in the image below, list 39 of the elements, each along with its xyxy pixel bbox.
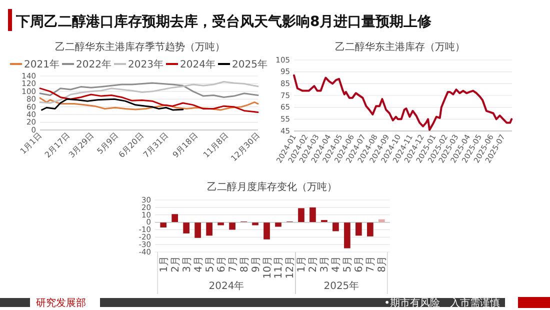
x-tick-label: 6月 — [354, 256, 366, 272]
text: •期市有风险 入市需谨慎 — [384, 297, 500, 309]
x-tick-label: 1月1日 — [18, 131, 44, 156]
x-tick-label: 7月 — [228, 256, 239, 272]
text: 2024年 — [208, 280, 244, 292]
x-tick-label: 2月 — [308, 256, 320, 272]
x-tick-label: 4月 — [193, 256, 204, 272]
x-tick-label: 3月 — [320, 256, 331, 272]
legend-label: 2022年 — [76, 58, 112, 70]
legend-label: 2025年 — [232, 58, 268, 70]
x-tick-label: 9月 — [250, 256, 262, 272]
x-tick-label: 12月30日 — [229, 131, 262, 164]
x-tick-label: 7月31日 — [142, 131, 170, 160]
legend-label: 2024年 — [180, 58, 216, 70]
x-tick-label: 10月 — [262, 256, 274, 279]
x-tick-label: 9月18日 — [171, 131, 200, 160]
text: 下周乙二醇港口库存预期去库，受台风天气影响8月进口量预期上修 — [15, 12, 433, 30]
x-tick-label: 5月9日 — [95, 131, 120, 156]
x-tick-label: 8月 — [377, 256, 388, 272]
x-tick-label: 8月 — [239, 256, 250, 272]
x-tick-label: 6月 — [216, 256, 228, 272]
x-tick-label: 5月 — [204, 256, 216, 272]
legend-label: 2023年 — [128, 58, 164, 70]
x-tick-label: 1月 — [158, 256, 170, 272]
text: 研究发展部 — [36, 297, 86, 309]
chart-title: 乙二醇月度库存变化（万吨） — [207, 181, 337, 193]
x-tick-label: 4月 — [331, 256, 342, 272]
x-tick-label: 12月 — [285, 256, 296, 279]
text: 2025年 — [324, 280, 360, 292]
x-tick-label: 11月8日 — [202, 131, 230, 160]
legend-label: 2021年 — [24, 58, 60, 70]
chart-title: 乙二醇华东主港库存（万吨） — [335, 41, 465, 53]
x-tick-label: 2月 — [170, 256, 182, 272]
x-tick-label: 7月 — [366, 256, 377, 272]
x-tick-label: 11月 — [274, 256, 285, 279]
chart-title: 乙二醇华东主港库存季节趋势（万吨） — [55, 41, 225, 53]
x-tick-label: 5月 — [342, 256, 354, 272]
x-tick-label: 1月 — [296, 256, 308, 272]
x-tick-label: 3月 — [182, 256, 193, 272]
